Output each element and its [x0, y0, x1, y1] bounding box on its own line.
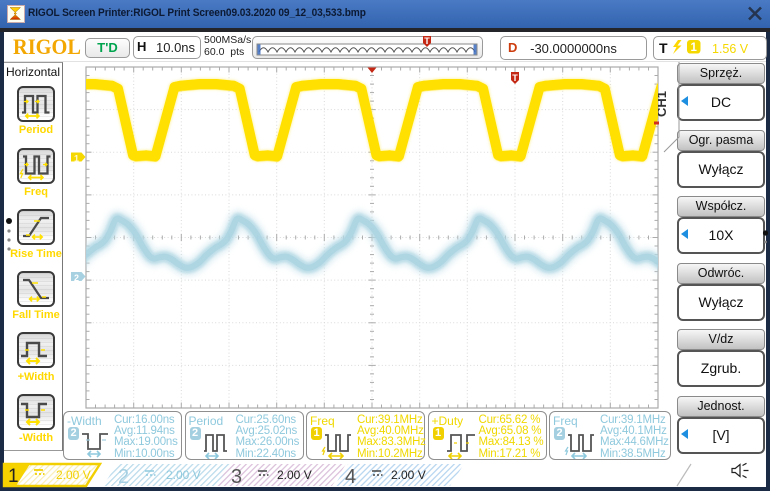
- svg-text:2.00 V: 2.00 V: [56, 468, 91, 482]
- svg-text:1: 1: [690, 42, 697, 54]
- svg-text:2.00 V: 2.00 V: [277, 468, 312, 482]
- svg-text:1: 1: [8, 466, 19, 487]
- svg-text:2.00 V: 2.00 V: [391, 468, 426, 482]
- svg-text:4: 4: [345, 466, 356, 488]
- svg-text:1: 1: [74, 154, 79, 164]
- svg-text:T: T: [512, 73, 518, 83]
- svg-text:CH1: CH1: [658, 91, 669, 117]
- svg-text:2.00 V: 2.00 V: [166, 468, 201, 482]
- svg-text:2: 2: [118, 466, 129, 488]
- svg-text:3: 3: [231, 466, 242, 488]
- svg-text:T: T: [424, 36, 430, 46]
- svg-text:2: 2: [74, 273, 79, 283]
